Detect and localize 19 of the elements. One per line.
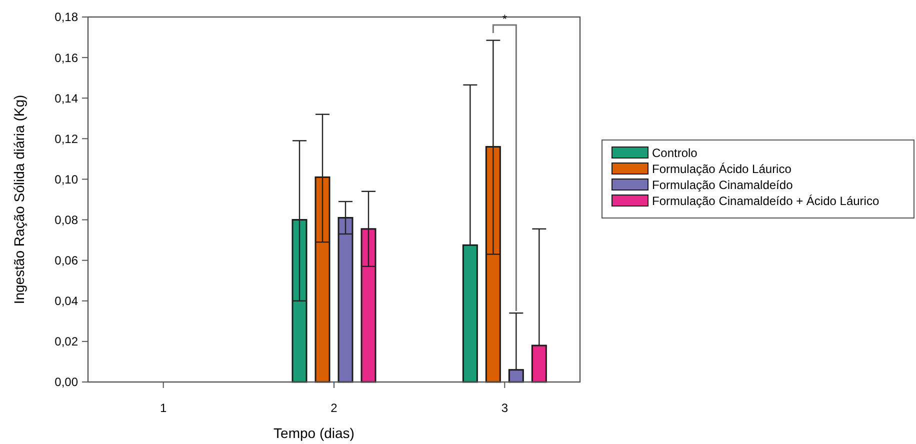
y-tick-label: 0,12 (54, 132, 78, 146)
legend-label: Formulação Ácido Láurico (652, 162, 792, 176)
y-tick-label: 0,08 (54, 212, 78, 227)
legend-label: Controlo (652, 146, 698, 160)
y-tick-label: 0,14 (54, 91, 78, 106)
legend-label: Formulação Cinamaldeído (652, 178, 794, 192)
x-tick-label: 1 (160, 401, 167, 415)
x-tick-label: 2 (330, 401, 338, 415)
y-axis-title: Ingestão Ração Sólida diária (Kg) (11, 94, 27, 304)
y-tick-label: 0,10 (54, 172, 78, 186)
x-tick-label: 3 (501, 401, 508, 415)
y-tick-label: 0,02 (54, 334, 78, 349)
legend-label: Formulação Cinamaldeído + Ácido Láurico (652, 194, 880, 208)
y-tick-label: 0,16 (54, 50, 78, 65)
y-tick-label: 0,06 (54, 254, 78, 268)
x-axis-title: Tempo (dias) (274, 425, 354, 441)
y-tick-label: 0,00 (54, 375, 78, 390)
y-tick-label: 0,18 (54, 10, 78, 24)
y-tick-label: 0,04 (54, 294, 78, 308)
